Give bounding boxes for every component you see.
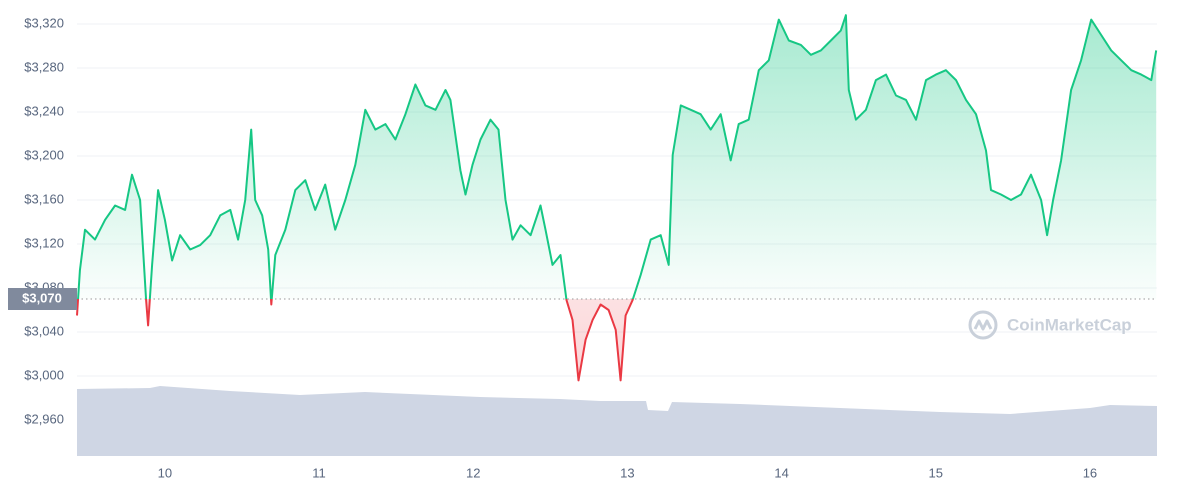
x-tick-label: 15 <box>929 465 943 480</box>
y-tick-label: $3,280 <box>24 59 64 74</box>
y-tick-label: $3,160 <box>24 191 64 206</box>
price-line <box>76 14 1158 382</box>
price-area <box>77 15 1157 381</box>
y-tick-label: $3,040 <box>24 323 64 338</box>
y-tick-label: $3,240 <box>24 103 64 118</box>
x-tick-label: 11 <box>312 465 326 480</box>
x-tick-label: 16 <box>1083 465 1097 480</box>
y-tick-label: $3,200 <box>24 147 64 162</box>
reference-label: $3,070 <box>22 290 62 305</box>
x-tick-label: 14 <box>774 465 788 480</box>
x-tick-label: 10 <box>158 465 172 480</box>
watermark: CoinMarketCap <box>968 310 1132 340</box>
x-tick-label: 12 <box>466 465 480 480</box>
y-tick-label: $2,960 <box>24 411 64 426</box>
plot <box>76 14 1158 382</box>
brand-text: CoinMarketCap <box>1007 315 1132 334</box>
y-tick-label: $3,000 <box>24 367 64 382</box>
x-tick-label: 13 <box>620 465 634 480</box>
volume-area <box>77 386 1157 456</box>
y-tick-label: $3,320 <box>24 15 64 30</box>
y-tick-label: $3,120 <box>24 235 64 250</box>
reference-badge <box>8 288 77 310</box>
